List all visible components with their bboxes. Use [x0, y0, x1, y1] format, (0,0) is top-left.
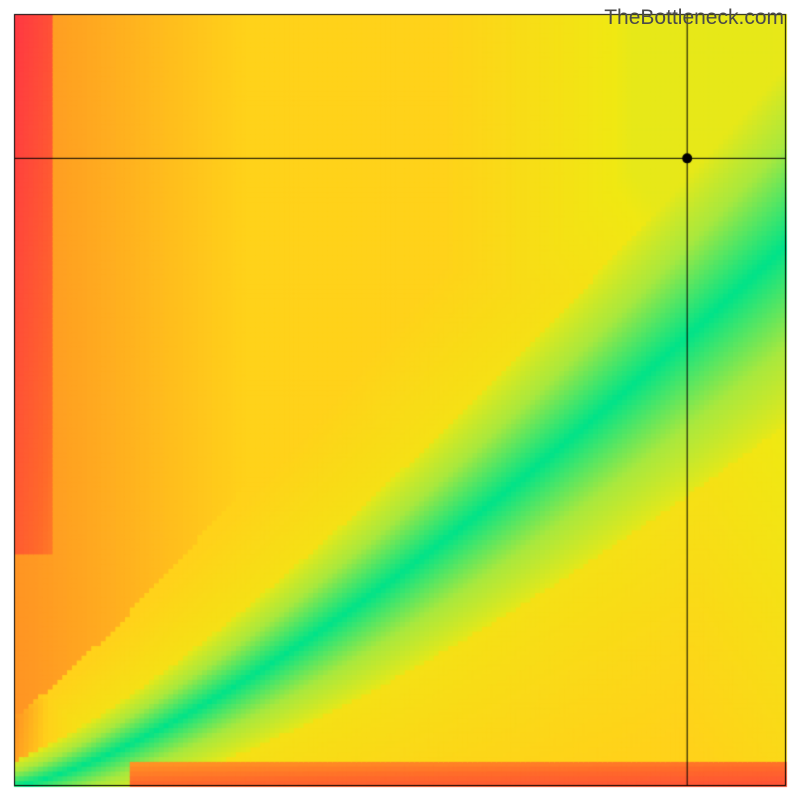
watermark-text: TheBottleneck.com: [604, 6, 784, 30]
chart-container: TheBottleneck.com: [0, 0, 800, 800]
heatmap-canvas: [0, 0, 800, 800]
